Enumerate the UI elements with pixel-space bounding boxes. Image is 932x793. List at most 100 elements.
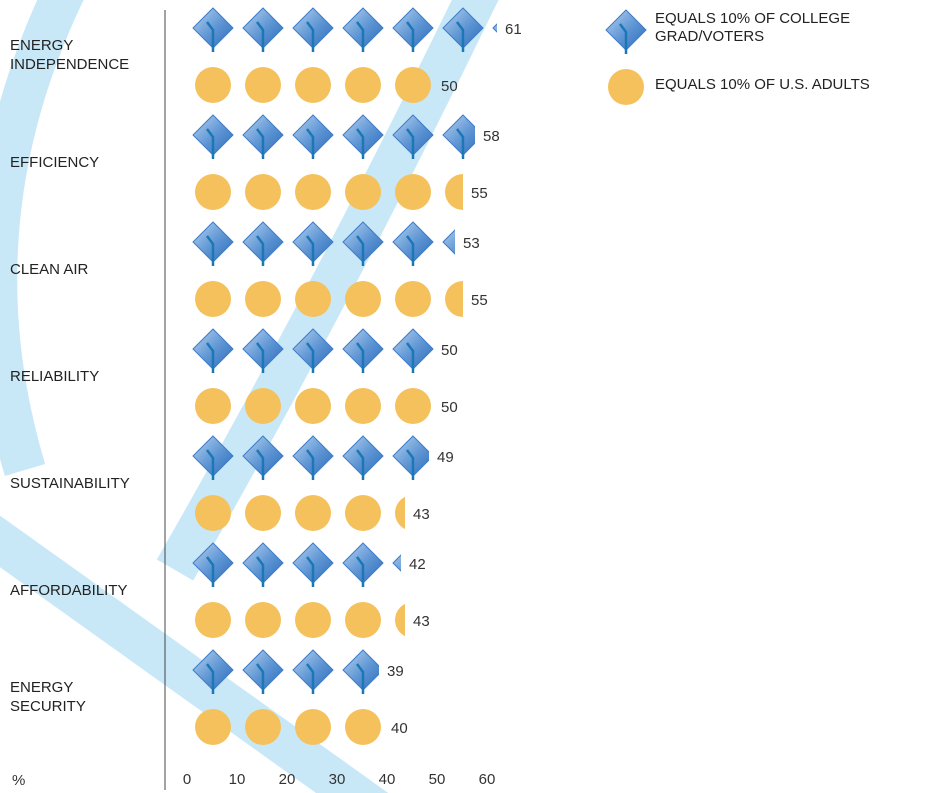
x-tick-label: 60 xyxy=(479,771,496,788)
circle-icon xyxy=(395,67,431,103)
cap-tassel xyxy=(306,663,315,694)
cap-icon xyxy=(342,328,384,373)
circle-icon xyxy=(195,174,231,210)
cap-icon xyxy=(342,114,384,159)
circle-icon-shape xyxy=(295,709,331,745)
circle-icon xyxy=(395,281,431,317)
value-label: 43 xyxy=(413,506,430,523)
x-tick-label: 10 xyxy=(229,771,246,788)
circle-icon-shape xyxy=(345,602,381,638)
cap-icon xyxy=(392,7,434,52)
cap-icon xyxy=(242,328,284,373)
cap-icon xyxy=(292,649,334,694)
circle-icon xyxy=(608,69,644,105)
cap-icon xyxy=(192,328,234,373)
cap-tassel xyxy=(619,23,628,54)
circle-icon xyxy=(345,495,381,531)
value-label: 55 xyxy=(471,292,488,309)
cap-icon xyxy=(192,435,234,480)
cap-board xyxy=(442,229,455,255)
circle-icon xyxy=(195,709,231,745)
cap-board xyxy=(492,23,497,33)
circle-icon xyxy=(195,388,231,424)
partial-icon xyxy=(442,229,455,255)
circle-icon-shape xyxy=(295,174,331,210)
circle-icon xyxy=(245,67,281,103)
circle-icon xyxy=(245,495,281,531)
circle-icon xyxy=(295,174,331,210)
cap-icon xyxy=(442,7,484,52)
circle-icon xyxy=(195,281,231,317)
circle-icon xyxy=(295,67,331,103)
partial-icon xyxy=(445,281,463,317)
circle-icon-shape xyxy=(395,67,431,103)
cap-tassel xyxy=(306,342,315,373)
cap-tassel xyxy=(356,128,365,159)
cap-icon xyxy=(342,542,384,587)
x-tick-label: 50 xyxy=(429,771,446,788)
partial-icon xyxy=(395,603,405,637)
value-label: 53 xyxy=(463,235,480,252)
circle-icon xyxy=(395,388,431,424)
circle-icon xyxy=(395,174,431,210)
value-label: 43 xyxy=(413,613,430,630)
cap-tassel xyxy=(406,449,415,480)
cap-icon xyxy=(192,542,234,587)
circle-icon-shape xyxy=(395,388,431,424)
legend-label: EQUALS 10% OF U.S. ADULTS xyxy=(655,76,870,93)
circle-icon xyxy=(195,602,231,638)
cap-tassel xyxy=(256,21,265,52)
legend-swatch xyxy=(605,9,647,54)
pictogram-row xyxy=(192,435,429,480)
pictogram-row xyxy=(195,174,463,210)
x-tick-label: 20 xyxy=(279,771,296,788)
circle-icon-shape xyxy=(195,388,231,424)
value-label: 50 xyxy=(441,78,458,95)
cap-icon xyxy=(242,542,284,587)
circle-icon-shape xyxy=(295,388,331,424)
x-axis-label: % xyxy=(12,772,25,789)
pictogram-row xyxy=(192,649,379,694)
cap-tassel xyxy=(356,449,365,480)
circle-icon-shape xyxy=(195,281,231,317)
cap-icon xyxy=(392,328,434,373)
cap-tassel xyxy=(306,556,315,587)
value-label: 61 xyxy=(505,21,522,38)
category-label: AFFORDABILITY xyxy=(10,581,128,599)
circle-icon xyxy=(245,709,281,745)
cap-tassel xyxy=(306,128,315,159)
circle-icon xyxy=(345,281,381,317)
background-decor xyxy=(0,0,499,793)
circle-icon-shape xyxy=(345,174,381,210)
legend-swatch xyxy=(608,69,644,105)
cap-tassel xyxy=(306,235,315,266)
cap-tassel xyxy=(206,128,215,159)
circle-icon-shape xyxy=(245,495,281,531)
circle-icon-shape xyxy=(295,602,331,638)
circle-icon-shape xyxy=(345,709,381,745)
circle-icon-shape xyxy=(195,602,231,638)
category-label: ENERGY INDEPENDENCE xyxy=(10,37,130,73)
cap-tassel xyxy=(356,663,365,694)
pictogram-row xyxy=(195,495,405,531)
pictogram-row xyxy=(195,281,463,317)
cap-icon xyxy=(292,114,334,159)
category-label: RELIABILITY xyxy=(10,367,100,385)
cap-tassel xyxy=(406,235,415,266)
circle-icon xyxy=(345,388,381,424)
circle-icon xyxy=(245,281,281,317)
cap-icon xyxy=(292,542,334,587)
cap-icon xyxy=(392,554,401,572)
cap-icon xyxy=(242,649,284,694)
circle-icon xyxy=(395,603,405,637)
circle-icon xyxy=(195,67,231,103)
pictogram-row xyxy=(192,221,455,266)
partial-icon xyxy=(445,174,463,210)
circle-icon-shape xyxy=(345,388,381,424)
circle-icon-shape xyxy=(245,67,281,103)
cap-tassel xyxy=(456,128,465,159)
circle-icon xyxy=(295,602,331,638)
circle-icon xyxy=(295,281,331,317)
legend-label: EQUALS 10% OF COLLEGE GRAD/VOTERS xyxy=(655,10,851,45)
